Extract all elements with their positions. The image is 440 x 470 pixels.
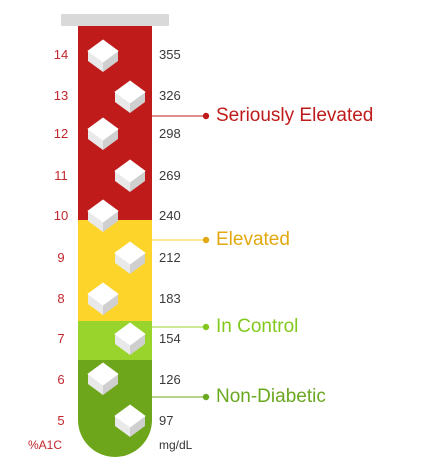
zone-label-in-control: In Control (216, 316, 299, 337)
mgdl-value-97: 97 (159, 413, 174, 428)
a1c-value-5: 5 (57, 413, 65, 428)
mgdl-value-298: 298 (159, 126, 181, 141)
a1c-value-9: 9 (57, 250, 65, 265)
zone-label-seriously-elevated: Seriously Elevated (216, 105, 374, 126)
leader-elevated (152, 236, 210, 244)
a1c-value-8: 8 (57, 291, 65, 306)
a1c-value-13: 13 (53, 88, 69, 103)
a1c-value-14: 14 (53, 47, 69, 62)
tube-cap (61, 14, 169, 26)
zone-label-elevated: Elevated (216, 229, 290, 250)
leader-in-control (152, 323, 210, 331)
mgdl-value-355: 355 (159, 47, 181, 62)
mgdl-unit-label: mg/dL (159, 438, 193, 452)
a1c-unit-label: %A1C (28, 438, 63, 452)
mgdl-value-126: 126 (159, 372, 181, 387)
zone-label-non-diabetic: Non-Diabetic (216, 386, 326, 407)
a1c-value-10: 10 (53, 208, 69, 223)
mgdl-value-154: 154 (159, 331, 181, 346)
leader-seriously-elevated (152, 112, 210, 120)
mgdl-value-269: 269 (159, 168, 181, 183)
mgdl-value-326: 326 (159, 88, 181, 103)
leader-non-diabetic (152, 393, 210, 401)
a1c-value-6: 6 (57, 372, 65, 387)
mgdl-value-240: 240 (159, 208, 181, 223)
a1c-value-11: 11 (54, 168, 68, 183)
mgdl-value-183: 183 (159, 291, 181, 306)
mgdl-value-212: 212 (159, 250, 181, 265)
a1c-value-12: 12 (53, 126, 69, 141)
a1c-value-7: 7 (57, 331, 65, 346)
